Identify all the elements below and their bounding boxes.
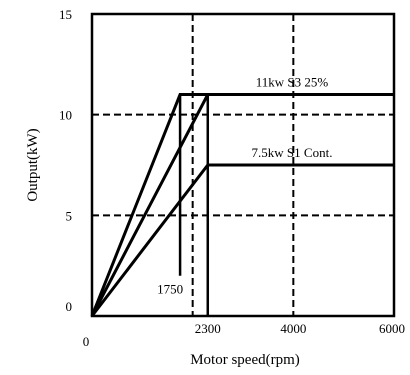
x-tick-label-2: 4000	[280, 321, 306, 336]
y-tick-label-2: 10	[59, 108, 72, 123]
y-axis-label: Output(kW)	[25, 128, 41, 201]
marker-annotation-0: 1750	[157, 282, 183, 297]
series-annotation-0: 11kw S3 25%	[256, 75, 329, 90]
y-tick-label-3: 15	[59, 7, 72, 22]
series-line-0	[90, 93, 394, 317]
x-tick-label-1: 2300	[195, 321, 221, 336]
marker-lines	[178, 94, 210, 316]
series-annotation-1: 7.5kw S1 Cont.	[252, 145, 333, 160]
x-tick-label-3: 6000	[379, 321, 405, 336]
chart-grid	[92, 14, 394, 316]
plot-frame	[90, 12, 396, 318]
y-tick-label-1: 5	[66, 208, 73, 223]
x-tick-label-0: 0	[83, 334, 90, 349]
tick-labels: 0 2300 4000 6000 0 5 10 15	[59, 7, 405, 349]
series-annotations: 11kw S3 25% 7.5kw S1 Cont. 1750	[157, 75, 332, 297]
series-line-2	[90, 163, 394, 317]
series-line-1	[90, 93, 394, 317]
x-axis-label: Motor speed(rpm)	[190, 352, 300, 368]
series-lines	[90, 93, 394, 317]
y-tick-label-0: 0	[66, 299, 73, 314]
